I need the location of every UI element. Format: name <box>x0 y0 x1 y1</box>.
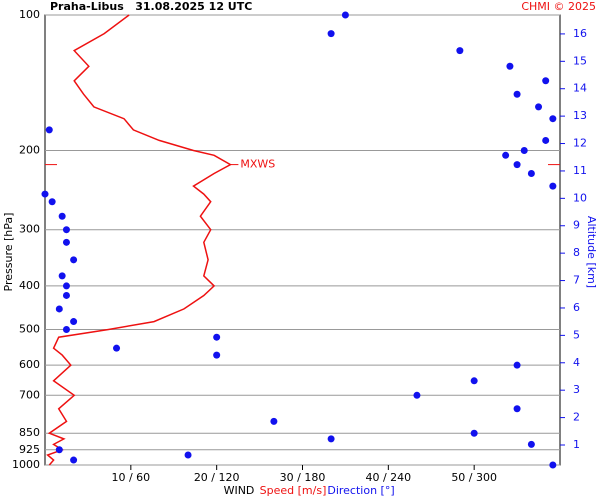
direction-point <box>62 326 70 334</box>
y-tick-label: 200 <box>19 143 40 156</box>
direction-point <box>527 440 535 448</box>
y2-tick-label: 5 <box>573 328 580 341</box>
direction-point <box>413 391 421 399</box>
direction-point <box>55 305 63 313</box>
direction-point <box>470 377 478 385</box>
y2-tick-label: 7 <box>573 274 580 287</box>
direction-point <box>270 417 278 425</box>
y2-axis-label: Altitude [km] <box>585 216 598 288</box>
direction-point <box>549 461 557 469</box>
y2-tick-label: 10 <box>573 191 587 204</box>
y2-tick-label: 11 <box>573 164 587 177</box>
y2-tick-label: 1 <box>573 438 580 451</box>
speed-line <box>46 14 232 466</box>
direction-point <box>341 11 349 19</box>
direction-point <box>513 361 521 369</box>
direction-point <box>70 318 78 326</box>
direction-point <box>62 291 70 299</box>
direction-point <box>113 344 121 352</box>
direction-point <box>41 190 49 198</box>
direction-point <box>520 146 528 154</box>
y2-tick-label: 15 <box>573 54 587 67</box>
direction-point <box>456 47 464 55</box>
y-tick-label: 100 <box>19 8 40 21</box>
y-tick-label: 700 <box>19 388 40 401</box>
x-tick-label: 50 / 300 <box>451 471 497 484</box>
y-tick-label: 300 <box>19 223 40 236</box>
mxws-label: MXWS <box>240 158 275 171</box>
direction-point <box>45 126 53 134</box>
direction-point <box>513 90 521 98</box>
credit: CHMI © 2025 <box>521 0 596 13</box>
direction-point <box>213 351 221 359</box>
y2-tick-label: 12 <box>573 137 587 150</box>
y2-tick-label: 13 <box>573 109 587 122</box>
direction-point <box>549 115 557 123</box>
direction-point <box>513 161 521 169</box>
x-tick-label: 20 / 120 <box>194 471 240 484</box>
direction-point <box>513 405 521 413</box>
direction-point <box>62 282 70 290</box>
direction-point <box>70 456 78 464</box>
y2-tick-label: 4 <box>573 356 580 369</box>
direction-point <box>527 169 535 177</box>
direction-point <box>55 446 63 454</box>
direction-point <box>327 30 335 38</box>
direction-point <box>184 451 192 459</box>
y-tick-label: 500 <box>19 323 40 336</box>
y-tick-label: 400 <box>19 279 40 292</box>
y2-tick-label: 14 <box>573 82 587 95</box>
direction-point <box>48 198 56 206</box>
y-tick-label: 600 <box>19 358 40 371</box>
plot-area <box>44 14 561 466</box>
direction-point <box>470 429 478 437</box>
direction-point <box>58 212 66 220</box>
x-tick-label: 30 / 180 <box>280 471 326 484</box>
direction-point <box>549 182 557 190</box>
y-tick-label: 850 <box>19 426 40 439</box>
direction-point <box>506 62 514 70</box>
y2-tick-label: 6 <box>573 301 580 314</box>
y2-tick-label: 8 <box>573 246 580 259</box>
x-tick-label: 40 / 240 <box>365 471 411 484</box>
direction-point <box>542 136 550 144</box>
y-tick-label: 1000 <box>12 458 40 471</box>
direction-point <box>502 151 510 159</box>
speed-label: Speed [m/s] <box>260 484 327 497</box>
direction-point <box>62 238 70 246</box>
direction-point <box>327 435 335 443</box>
y2-tick-label: 9 <box>573 219 580 232</box>
direction-point <box>535 103 543 111</box>
direction-point <box>70 256 78 264</box>
direction-point <box>542 77 550 85</box>
direction-point <box>213 333 221 341</box>
y2-tick-label: 16 <box>573 27 587 40</box>
y-axis-label: Pressure [hPa] <box>2 213 15 292</box>
y2-tick-label: 2 <box>573 411 580 424</box>
y2-tick-label: 3 <box>573 383 580 396</box>
direction-point <box>58 272 66 280</box>
x-axis-label: WIND <box>224 484 255 497</box>
direction-label: Direction [°] <box>327 484 394 497</box>
x-tick-label: 10 / 60 <box>111 471 150 484</box>
chart-title: Praha-Libus 31.08.2025 12 UTC <box>50 0 252 13</box>
y-tick-label: 925 <box>19 443 40 456</box>
direction-point <box>62 226 70 234</box>
